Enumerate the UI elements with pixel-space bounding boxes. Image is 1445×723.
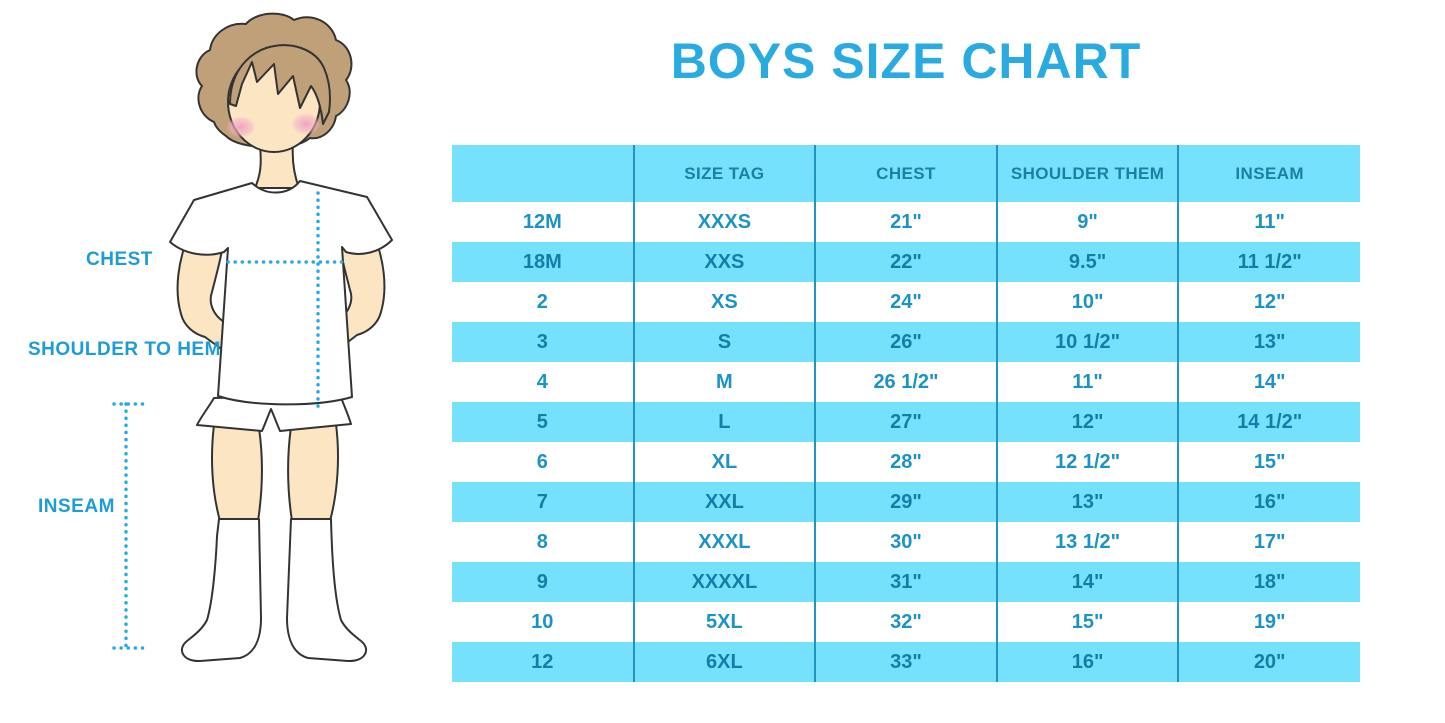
table-cell: XXL [632, 482, 816, 522]
table-cell: 11 1/2" [1177, 242, 1360, 282]
table-cell: 30" [814, 522, 997, 562]
table-row: 3 S 26" 10 1/2" 13" [452, 322, 1360, 362]
table-cell: 16" [1177, 482, 1360, 522]
table-cell: 20" [1177, 642, 1360, 682]
table-cell: 29" [814, 482, 997, 522]
table-cell: XL [632, 442, 816, 482]
table-row: 8 XXXL 30" 13 1/2" 17" [452, 522, 1360, 562]
table-cell: 21" [814, 202, 997, 242]
table-cell: 18" [1177, 562, 1360, 602]
table-cell: 22" [814, 242, 997, 282]
table-cell: 32" [814, 602, 997, 642]
right-leg [287, 423, 339, 522]
table-row: 9 XXXXL 31" 14" 18" [452, 562, 1360, 602]
table-cell: 26 1/2" [814, 362, 997, 402]
table-cell: 10 [531, 610, 554, 633]
table-cell: 5 [452, 402, 634, 442]
shoulder-to-hem-label: SHOULDER TO HEM [28, 339, 221, 360]
table-cell: 11" [1177, 202, 1360, 242]
column-header: CHEST [814, 145, 997, 202]
table-cell: 12 1/2" [995, 442, 1179, 482]
table-cell: 5XL [632, 602, 816, 642]
chest-label: CHEST [86, 249, 153, 270]
hair-fringe [229, 44, 331, 125]
table-cell: 12" [995, 402, 1179, 442]
table-cell: 3 [452, 322, 634, 362]
column-header [452, 145, 634, 202]
table-cell: 28" [814, 442, 997, 482]
table-cell: S [632, 322, 816, 362]
table-cell: 13 1/2" [995, 522, 1179, 562]
table-cell: 2 [536, 290, 548, 313]
page-title: BOYS SIZE CHART [670, 33, 1142, 89]
table-cell: 4 [536, 370, 548, 393]
table-cell: 9.5" [995, 242, 1179, 282]
table-row: 18M XXS 22" 9.5" 11 1/2" [452, 242, 1360, 282]
table-cell: 10 1/2" [995, 322, 1179, 362]
table-cell: 8 [536, 530, 548, 553]
table-cell: 26" [814, 322, 997, 362]
table-cell: 17" [1177, 522, 1360, 562]
size-table-body: 12M XXXS 21" 9" 11" 18M XXS 22" 9.5" 11 1/2" 2 XS 24… [452, 202, 1360, 682]
table-cell: 27" [814, 402, 997, 442]
table-row: 12 6XL 33" 16" 20" [452, 642, 1360, 682]
right-cheek-blush [291, 113, 321, 135]
t-shirt [169, 180, 393, 406]
table-cell: 14 1/2" [1177, 402, 1360, 442]
table-cell: 12 [452, 642, 634, 682]
table-cell: 6 [536, 450, 548, 473]
table-cell: 13" [1177, 322, 1360, 362]
table-row: 2 XS 24" 10" 12" [452, 282, 1360, 322]
table-row: 10 5XL 32" 15" 19" [452, 602, 1360, 642]
table-cell: 33" [814, 642, 997, 682]
table-cell: 12" [1177, 282, 1360, 322]
table-row: 12M XXXS 21" 9" 11" [452, 202, 1360, 242]
column-header: SIZE TAG [632, 145, 816, 202]
inseam-label: INSEAM [38, 496, 115, 517]
table-header-row: SIZE TAG CHEST SHOULDER THEM INSEAM [452, 145, 1360, 202]
table-row: 5 L 27" 12" 14 1/2" [452, 402, 1360, 442]
table-cell: 19" [1177, 602, 1360, 642]
boy-illustration [112, 12, 393, 663]
table-cell: 16" [995, 642, 1179, 682]
table-cell: 14" [995, 562, 1179, 602]
table-cell: 11" [995, 362, 1179, 402]
table-cell: 9" [995, 202, 1179, 242]
table-cell: 18M [452, 242, 634, 282]
table-cell: 15" [995, 602, 1179, 642]
size-table: SIZE TAG CHEST SHOULDER THEM INSEAM 12M XXXS… [452, 145, 1360, 682]
table-cell: XXXXL [632, 562, 816, 602]
table-cell: 12M [522, 210, 562, 233]
table-row: 6 XL 28" 12 1/2" 15" [452, 442, 1360, 482]
column-header: INSEAM [1177, 145, 1360, 202]
column-header: SHOULDER THEM [995, 145, 1179, 202]
table-cell: XXS [632, 242, 816, 282]
table-cell: 10" [995, 282, 1179, 322]
table-cell: XXXL [632, 522, 816, 562]
table-cell: 14" [1177, 362, 1360, 402]
left-leg [211, 424, 263, 522]
table-cell: L [632, 402, 816, 442]
table-row: 4 M 26 1/2" 11" 14" [452, 362, 1360, 402]
table-cell: 15" [1177, 442, 1360, 482]
left-sock [181, 518, 262, 663]
table-cell: XXXS [632, 202, 816, 242]
table-cell: 13" [995, 482, 1179, 522]
left-cheek-blush [226, 116, 256, 138]
table-cell: 6XL [632, 642, 816, 682]
table-row: 7 XXL 29" 13" 16" [452, 482, 1360, 522]
table-cell: 31" [814, 562, 997, 602]
table-cell: 7 [452, 482, 634, 522]
table-cell: XS [632, 282, 816, 322]
table-cell: 9 [452, 562, 634, 602]
table-cell: M [632, 362, 816, 402]
right-sock [286, 518, 367, 663]
table-cell: 24" [814, 282, 997, 322]
